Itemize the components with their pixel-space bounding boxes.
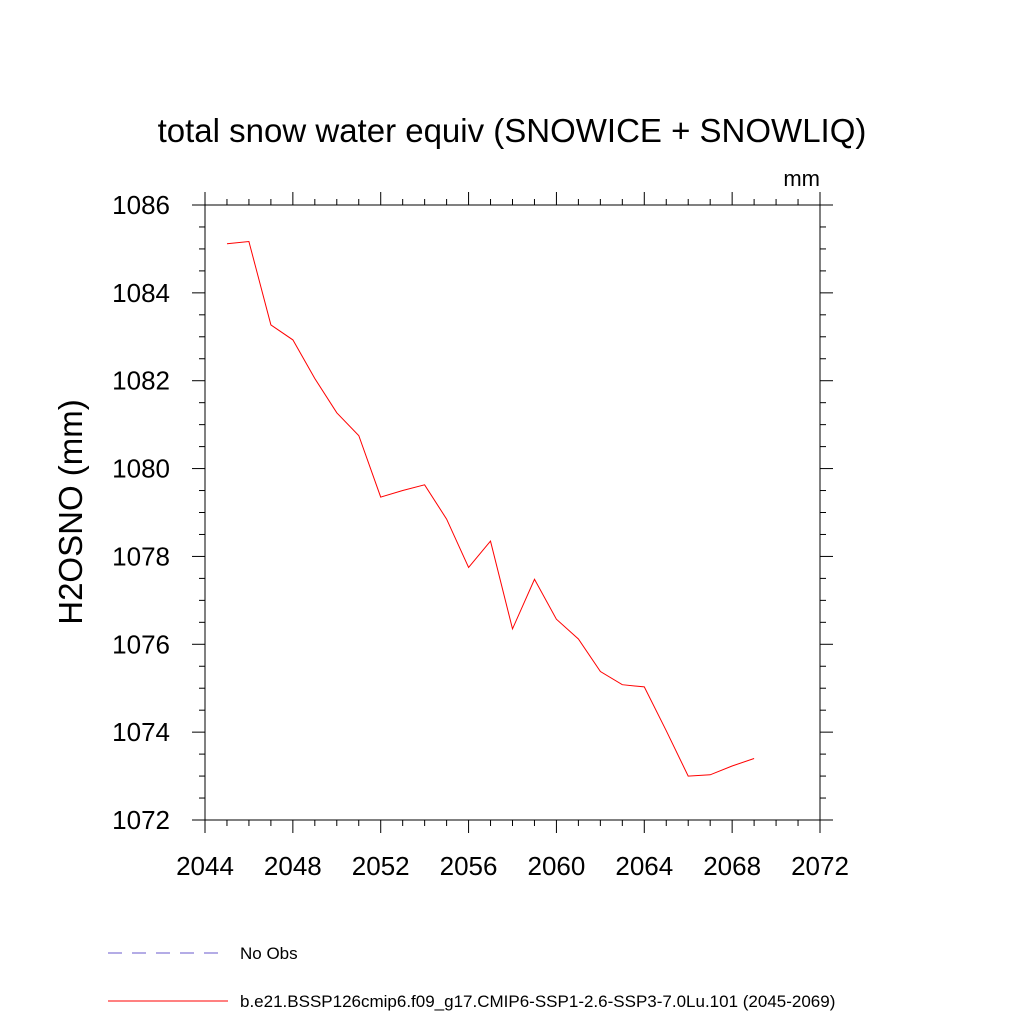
y-tick-label: 1082 (112, 366, 170, 396)
legend: No Obs b.e21.BSSP126cmip6.f09_g17.CMIP6-S… (108, 944, 835, 1011)
y-axis-label: H2OSNO (mm) (52, 399, 89, 625)
y-tick-label: 1078 (112, 541, 170, 571)
ticks-layer (192, 192, 833, 833)
x-tick-label: 2072 (791, 851, 849, 881)
x-tick-label: 2044 (176, 851, 234, 881)
chart-title: total snow water equiv (SNOWICE + SNOWLI… (158, 112, 867, 149)
y-tick-label: 1086 (112, 190, 170, 220)
y-tick-label: 1084 (112, 278, 170, 308)
x-tick-label: 2068 (703, 851, 761, 881)
legend-label: b.e21.BSSP126cmip6.f09_g17.CMIP6-SSP1-2.… (240, 992, 835, 1011)
y-tick-label: 1072 (112, 805, 170, 835)
y-tick-label: 1076 (112, 629, 170, 659)
series-line (226, 240, 755, 777)
y-tick-label: 1074 (112, 717, 170, 747)
x-tick-label: 2056 (440, 851, 498, 881)
plot-frame (204, 204, 821, 821)
legend-label: No Obs (240, 944, 298, 963)
tick-labels-layer: 2044 2048 2052 2056 2060 2064 2068 2072 1072 1074… (112, 190, 849, 881)
series-layer (226, 240, 755, 777)
x-tick-label: 2064 (615, 851, 673, 881)
units-label: mm (783, 166, 820, 191)
y-tick-label: 1080 (112, 454, 170, 484)
x-tick-label: 2060 (528, 851, 586, 881)
x-tick-label: 2048 (264, 851, 322, 881)
x-tick-label: 2052 (352, 851, 410, 881)
